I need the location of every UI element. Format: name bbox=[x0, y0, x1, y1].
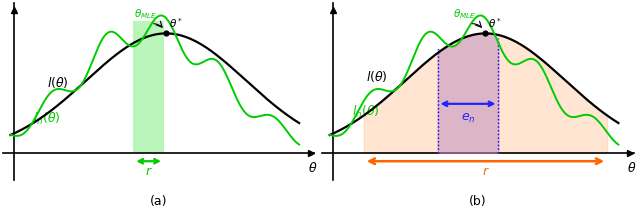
Text: $r$: $r$ bbox=[145, 165, 152, 178]
Text: $l(\theta)$: $l(\theta)$ bbox=[47, 75, 68, 90]
Text: (a): (a) bbox=[150, 195, 167, 208]
Text: $l(\theta)$: $l(\theta)$ bbox=[366, 69, 388, 84]
Text: $\theta^*$: $\theta^*$ bbox=[488, 17, 502, 30]
Text: $\theta_{MLE}$: $\theta_{MLE}$ bbox=[453, 7, 477, 21]
Text: $\theta_{MLE}$: $\theta_{MLE}$ bbox=[134, 7, 157, 21]
Text: $\theta$: $\theta$ bbox=[627, 161, 637, 175]
Bar bbox=[134, 22, 164, 153]
Text: (b): (b) bbox=[469, 195, 486, 208]
Text: $r$: $r$ bbox=[481, 165, 490, 178]
Text: $\theta$: $\theta$ bbox=[308, 161, 317, 175]
Text: $e_n$: $e_n$ bbox=[461, 111, 476, 125]
Text: $\theta^*$: $\theta^*$ bbox=[169, 17, 183, 30]
Text: $l_n(\theta)$: $l_n(\theta)$ bbox=[353, 103, 380, 120]
Text: $l_n(\theta)$: $l_n(\theta)$ bbox=[33, 111, 61, 127]
